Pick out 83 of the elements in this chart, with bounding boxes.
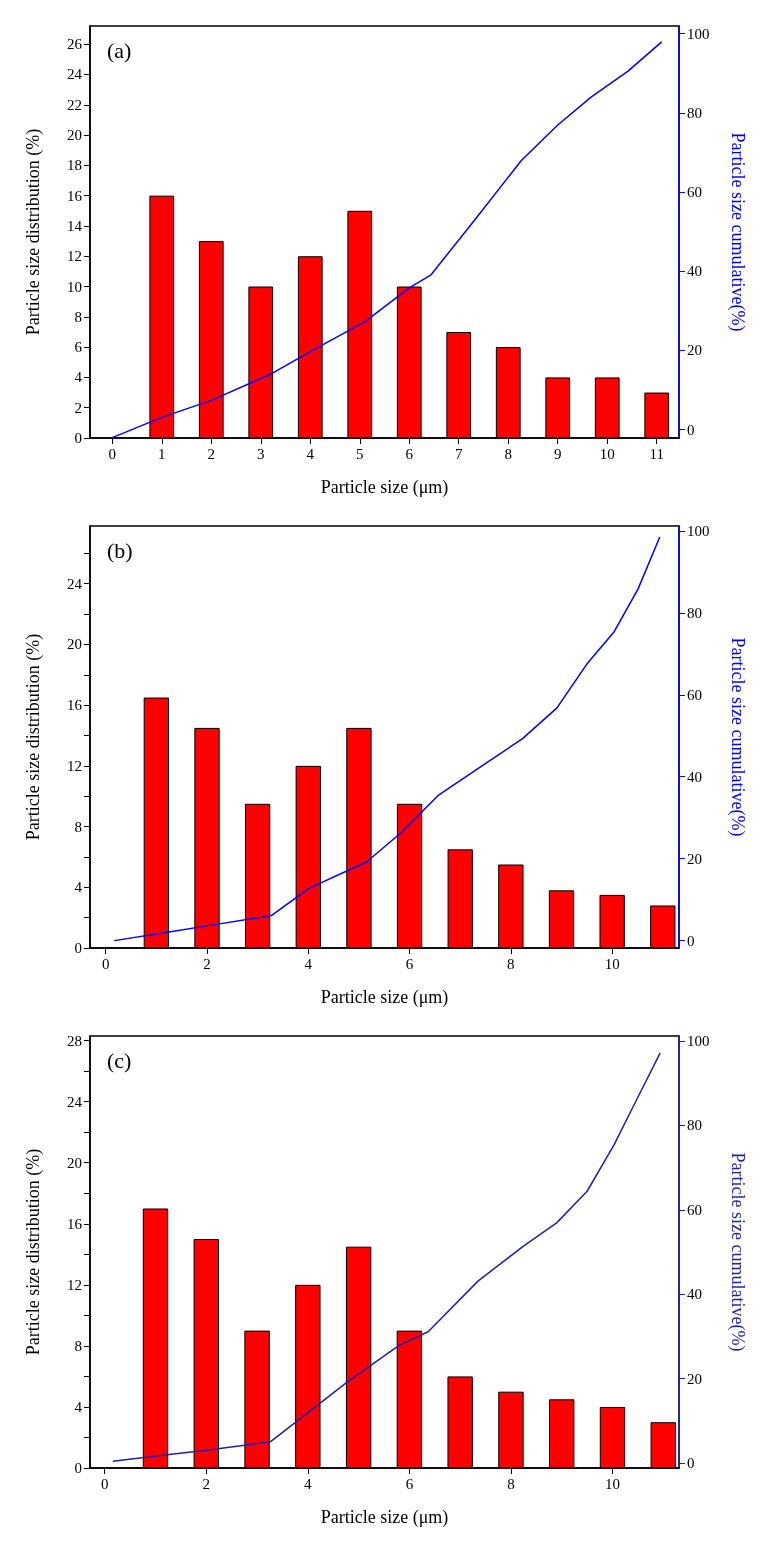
y2-axis-title: Particle size cumulative(%) <box>727 132 748 332</box>
x-tick-label: 0 <box>101 955 110 972</box>
y-tick-label: 14 <box>67 217 83 234</box>
y-tick-label: 12 <box>67 1276 82 1293</box>
y2-axis-title: Particle size cumulative(%) <box>727 1152 748 1352</box>
y-tick-label: 10 <box>67 278 82 295</box>
y2-tick-label: 0 <box>687 421 695 438</box>
y-tick-label: 26 <box>67 36 83 53</box>
y2-tick-label: 0 <box>687 1454 695 1471</box>
y-tick-label: 16 <box>67 1215 83 1232</box>
y-axis-title: Particle size distribution (%) <box>23 633 44 841</box>
x-tick-label: 11 <box>649 445 664 462</box>
y2-tick-label: 40 <box>687 1286 702 1303</box>
x-tick-label: 0 <box>100 1475 109 1492</box>
y2-tick-label: 60 <box>687 183 702 200</box>
y2-tick-label: 80 <box>687 104 702 121</box>
y-axis-title: Particle size distribution (%) <box>23 1148 44 1356</box>
y2-tick-label: 100 <box>687 1033 710 1050</box>
x-tick-label: 10 <box>604 1475 620 1492</box>
y-tick-label: 20 <box>67 1154 82 1171</box>
x-tick-label: 3 <box>257 445 265 462</box>
text: (b) <box>107 537 133 563</box>
x-tick-label: 1 <box>158 445 166 462</box>
y-tick-label: 22 <box>67 96 82 113</box>
y-tick-label: 20 <box>67 636 82 653</box>
x-tick-label: 9 <box>553 445 562 462</box>
y2-tick-label: 20 <box>687 850 702 867</box>
y-tick-label: 6 <box>74 339 83 356</box>
x-tick-label: 2 <box>203 955 211 972</box>
y-tick-label: 12 <box>67 248 82 265</box>
y2-tick-label: 100 <box>687 522 710 539</box>
y-tick-label: 16 <box>67 187 83 204</box>
y-tick-label: 28 <box>67 1032 82 1049</box>
y-tick-label: 18 <box>67 157 82 174</box>
y2-tick-label: 80 <box>687 604 702 621</box>
text: (c) <box>107 1047 132 1073</box>
y2-tick-label: 40 <box>687 768 702 785</box>
y2-tick-label: 100 <box>687 25 710 42</box>
x-tick-label: 7 <box>454 445 463 462</box>
y-tick-label: 8 <box>74 308 82 325</box>
y-tick-label: 0 <box>74 430 82 446</box>
y2-tick-label: 40 <box>687 263 702 280</box>
x-tick-label: 4 <box>306 445 315 462</box>
y2-tick-label: 60 <box>687 686 702 703</box>
text: (a) <box>107 37 132 63</box>
x-tick-label: 0 <box>108 445 117 462</box>
x-tick-label: 4 <box>304 955 313 972</box>
y-tick-label: 20 <box>67 127 82 144</box>
x-tick-label: 2 <box>202 1475 211 1492</box>
x-axis-title: Particle size (μm) <box>320 1507 449 1528</box>
y2-tick-label: 20 <box>687 1370 702 1387</box>
x-tick-label: 5 <box>356 445 364 462</box>
y-tick-label: 8 <box>74 1337 82 1354</box>
y-axis-title: Particle size distribution (%) <box>23 128 44 336</box>
x-tick-label: 4 <box>304 1475 313 1492</box>
y-tick-label: 2 <box>74 399 82 416</box>
y-tick-label: 8 <box>74 818 82 835</box>
y-tick-label: 4 <box>74 1398 83 1415</box>
y-tick-label: 12 <box>67 757 82 774</box>
y-tick-label: 24 <box>67 1093 83 1110</box>
x-tick-label: 10 <box>604 955 620 972</box>
x-axis-title: Particle size (μm) <box>320 987 449 1008</box>
y-tick-label: 4 <box>74 369 83 386</box>
y-tick-label: 16 <box>67 697 83 714</box>
y2-axis-title: Particle size cumulative(%) <box>727 637 748 837</box>
y-tick-label: 0 <box>74 1460 82 1476</box>
y-tick-label: 24 <box>67 66 83 83</box>
y2-tick-label: 0 <box>687 932 695 949</box>
x-tick-label: 6 <box>405 955 414 972</box>
x-tick-label: 2 <box>207 445 216 462</box>
y2-tick-label: 80 <box>687 1117 702 1134</box>
x-tick-label: 6 <box>405 445 414 462</box>
x-tick-label: 8 <box>507 1475 515 1492</box>
y-tick-label: 24 <box>67 575 83 592</box>
x-tick-label: 6 <box>405 1475 414 1492</box>
y-tick-label: 4 <box>74 879 83 896</box>
x-tick-label: 8 <box>507 955 515 972</box>
y2-tick-label: 60 <box>687 1201 702 1218</box>
y2-tick-label: 20 <box>687 342 702 359</box>
y-tick-label: 0 <box>74 940 82 956</box>
x-axis-title: Particle size (μm) <box>320 477 449 498</box>
x-tick-label: 10 <box>599 445 615 462</box>
x-tick-label: 8 <box>504 445 512 462</box>
